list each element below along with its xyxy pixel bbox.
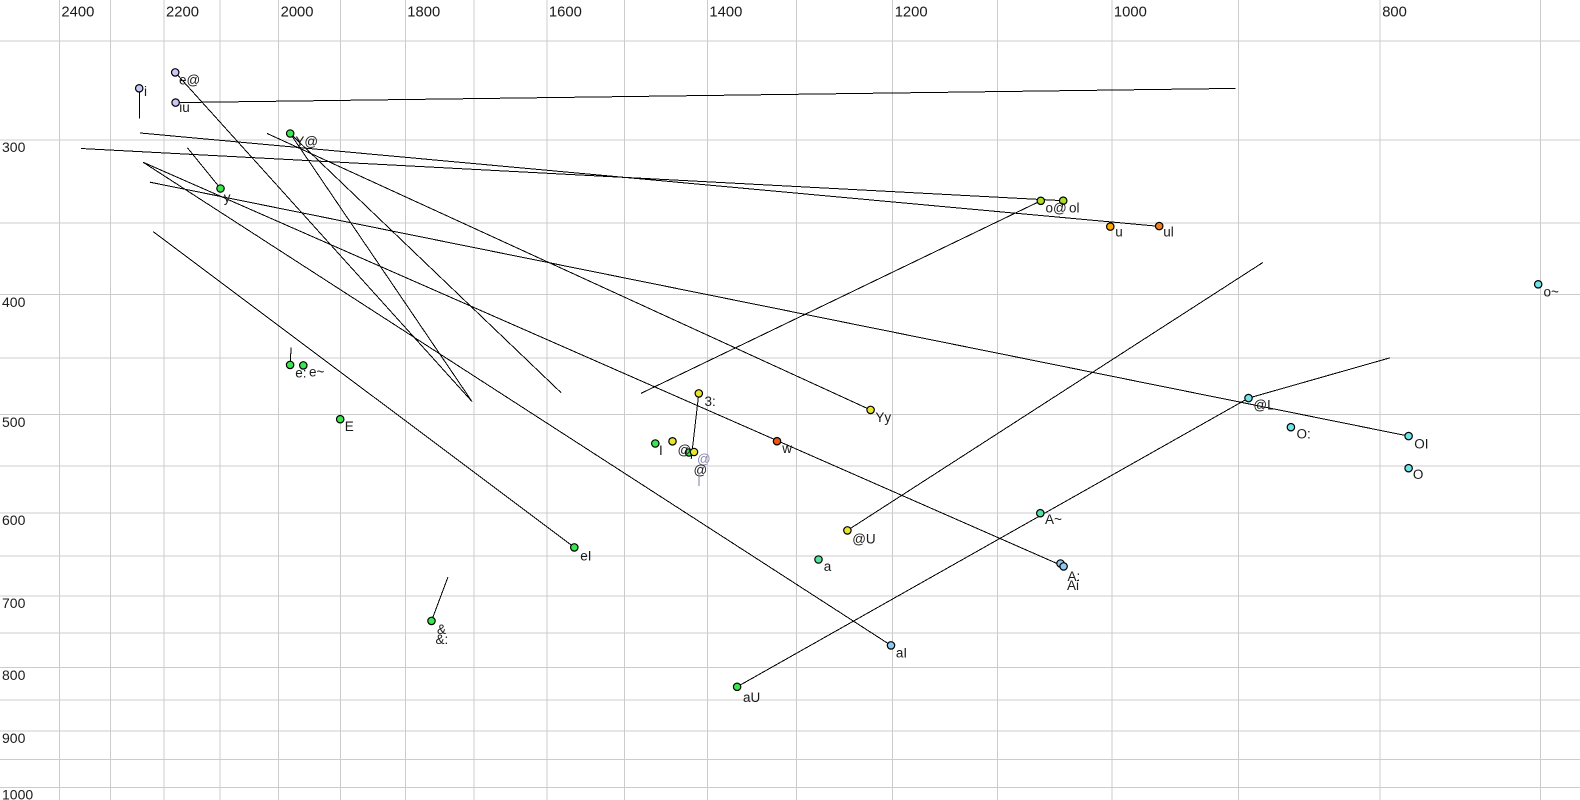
svg-text:2000: 2000 [281, 5, 314, 21]
svg-text:1000: 1000 [1114, 5, 1147, 21]
svg-text:@: @ [678, 442, 692, 457]
svg-text:ul: ul [1163, 224, 1174, 239]
svg-text:600: 600 [2, 512, 26, 528]
svg-text:300: 300 [2, 139, 26, 155]
svg-text:400: 400 [2, 294, 26, 310]
svg-text:aU: aU [743, 690, 760, 705]
svg-text:500: 500 [2, 414, 26, 430]
svg-text:800: 800 [2, 667, 26, 683]
svg-text:o~: o~ [1544, 285, 1560, 300]
svg-text:O:: O: [1297, 427, 1311, 442]
svg-text:700: 700 [2, 595, 26, 611]
svg-text:A:: A: [1068, 569, 1081, 584]
svg-text:e@: e@ [179, 73, 200, 88]
svg-text:A~: A~ [1045, 512, 1062, 527]
svg-text:Yy: Yy [875, 410, 891, 425]
svg-text:@: @ [697, 452, 711, 467]
svg-text:i: i [144, 84, 147, 99]
svg-text:aI: aI [896, 646, 907, 661]
svg-text:OI: OI [1414, 437, 1428, 452]
svg-text:@U: @U [852, 532, 875, 547]
svg-text:a: a [824, 559, 832, 574]
svg-text:2200: 2200 [166, 5, 199, 21]
svg-text:3:: 3: [705, 394, 716, 409]
svg-text:@: @ [694, 463, 708, 478]
svg-text:w: w [781, 441, 792, 456]
svg-text:iu: iu [179, 100, 190, 115]
svg-text:e:: e: [295, 366, 306, 381]
svg-text:E: E [345, 419, 354, 434]
svg-text:|: | [697, 471, 701, 486]
svg-text:1200: 1200 [895, 5, 928, 21]
svg-text:I: I [659, 443, 663, 458]
svg-text:O: O [1413, 467, 1424, 482]
svg-text:1400: 1400 [709, 5, 742, 21]
svg-text:1800: 1800 [407, 5, 440, 21]
svg-text:e~: e~ [309, 365, 325, 380]
svg-text:o@: o@ [1046, 201, 1067, 216]
svg-text:Y@: Y@ [295, 134, 318, 149]
svg-text:&:: &: [436, 632, 449, 647]
svg-text:@L: @L [1253, 398, 1275, 413]
svg-text:800: 800 [1382, 5, 1407, 21]
svg-text:2400: 2400 [61, 5, 94, 21]
svg-text:y: y [224, 190, 231, 205]
svg-text:900: 900 [2, 730, 26, 746]
svg-text:1600: 1600 [549, 5, 582, 21]
svg-text:ol: ol [1069, 201, 1080, 216]
svg-text:&: & [437, 622, 446, 637]
svg-text:Ai: Ai [1067, 578, 1079, 593]
svg-text:1000: 1000 [2, 787, 33, 800]
svg-text:u: u [1115, 225, 1123, 240]
svg-text:eI: eI [580, 549, 591, 564]
